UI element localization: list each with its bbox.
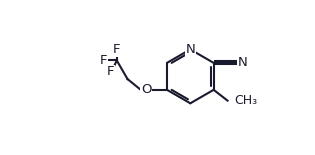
Text: N: N [186,43,195,56]
Text: F: F [113,43,120,56]
Text: CH₃: CH₃ [234,94,258,107]
Text: F: F [107,65,114,78]
Text: N: N [237,56,247,69]
Text: O: O [141,83,152,96]
Text: F: F [100,54,107,67]
